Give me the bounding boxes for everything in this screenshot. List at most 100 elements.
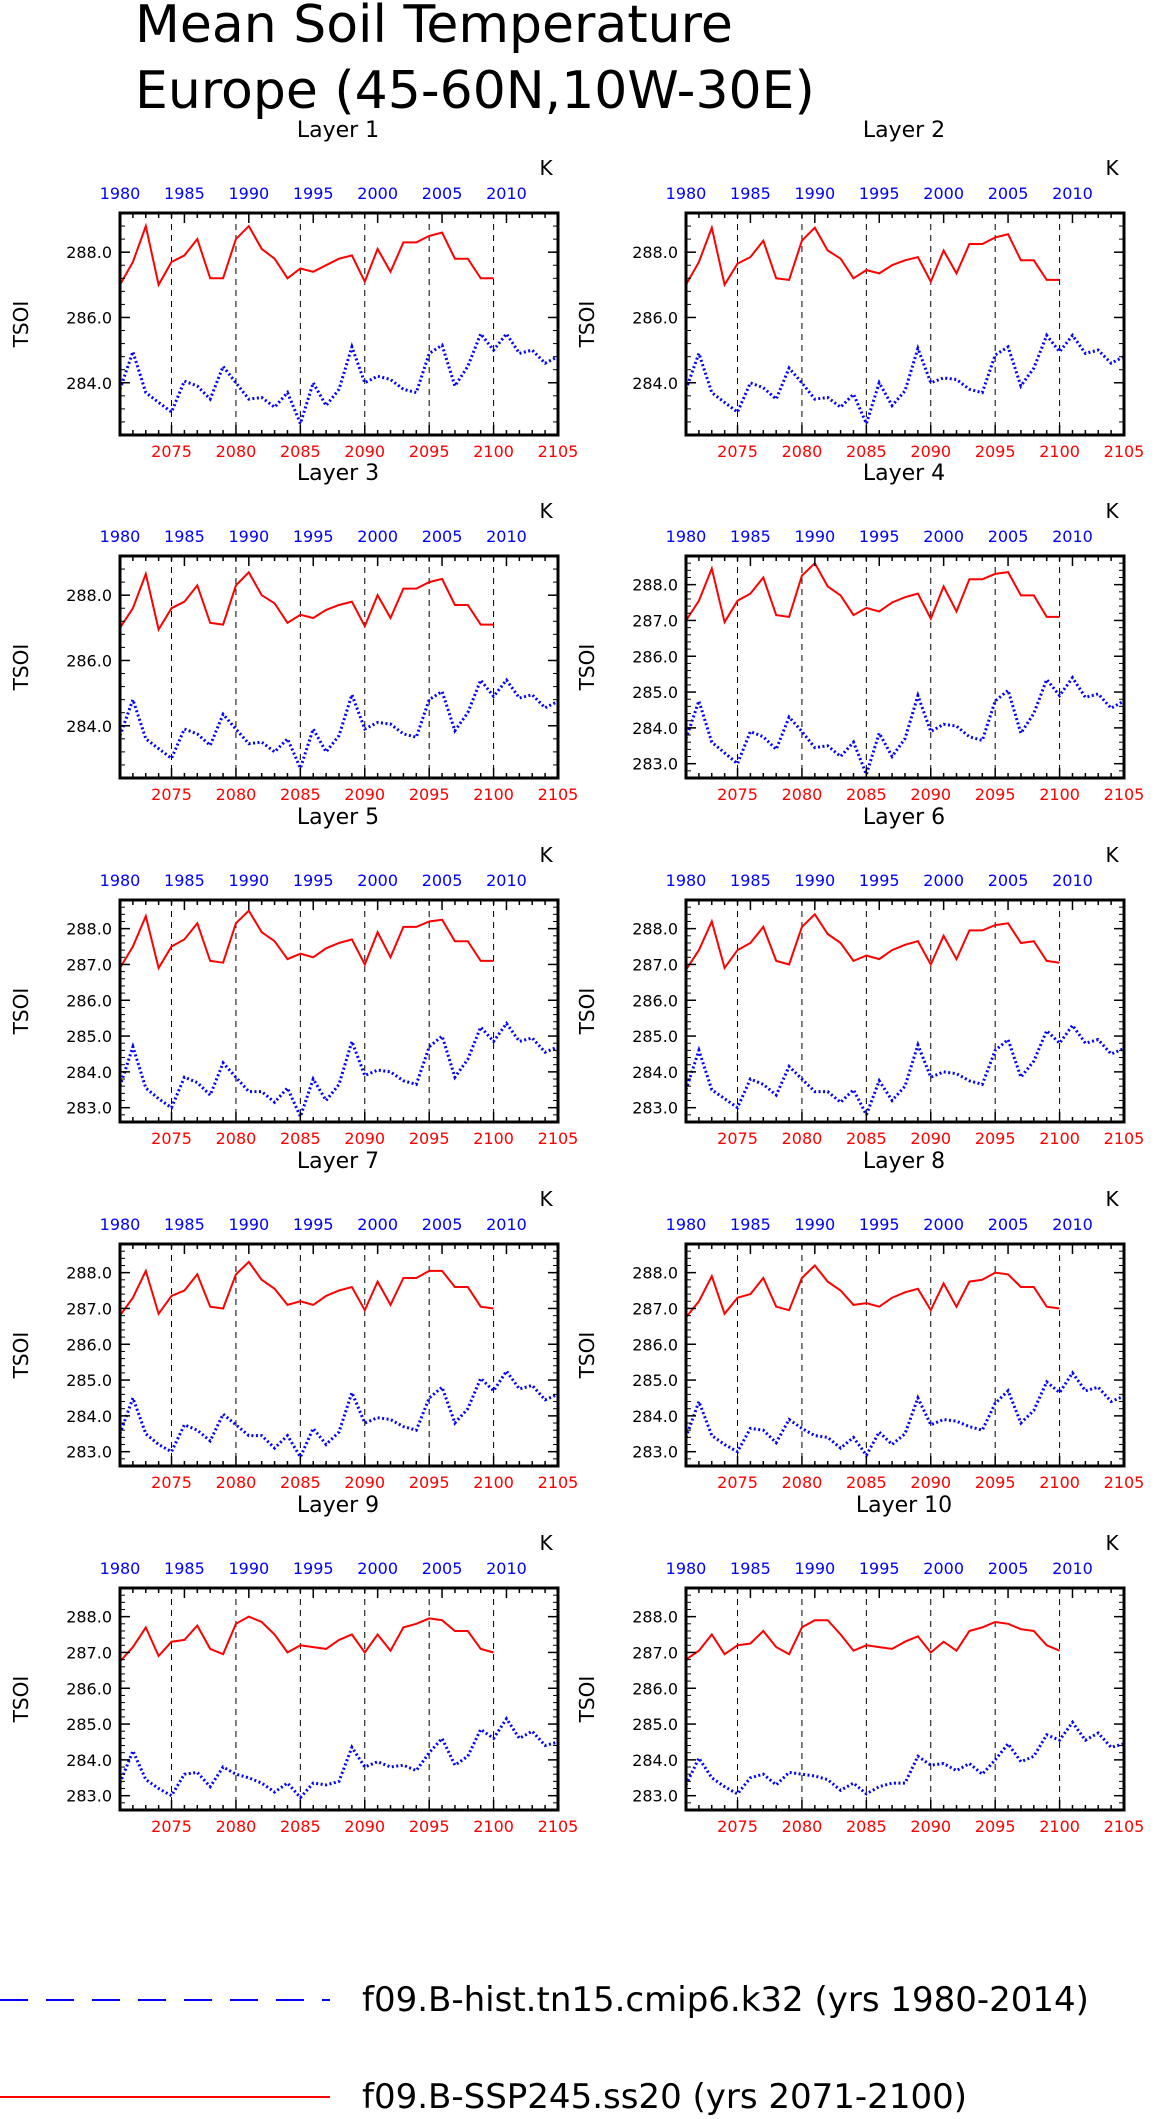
panel-10: 2075 2080 2085 2090 2095 2100 2105 1980 1985 1990… [575,1493,1144,1836]
panel-9-xtick-label: 2100 [473,1817,514,1836]
panel-7-xtick-label: 2085 [280,1473,321,1492]
panel-1-title: Layer 1 [297,118,379,143]
panel-1-series-ssp [119,222,494,288]
panel-9-toptick-label: 1985 [164,1559,205,1578]
panel-5-xtick-label: 2080 [216,1129,257,1148]
panel-5-unit: K [539,843,553,867]
panel-2-toptick-label: 1995 [859,184,900,203]
panel-5-series-ssp [119,909,494,971]
panel-10-unit: K [1105,1531,1119,1555]
panel-1-ytick-label: 286.0 [66,308,112,327]
panel-2-ytick-label: 284.0 [632,374,678,393]
panel-5-ytick-label: 288.0 [66,920,112,939]
panel-5-series-hist [118,1020,559,1121]
panel-2-series-hist [684,332,1125,428]
panel-1-unit: K [539,156,553,180]
panel-6-series-ssp [685,912,1060,971]
panel-2-toptick-label: 1980 [666,184,707,203]
panel-7-title: Layer 7 [297,1149,379,1174]
panel-4-toptick-label: 1990 [794,527,835,546]
panel-8-toptick-label: 2010 [1052,1215,1093,1234]
panel-9-xtick-label: 2075 [151,1817,192,1836]
panel-3-series-hist [118,677,559,773]
panel-7-xtick-label: 2075 [151,1473,192,1492]
panel-5-toptick-label: 2010 [486,871,527,890]
panel-9-toptick-label: 2010 [486,1559,527,1578]
panel-9-ytick-label: 285.0 [66,1715,112,1734]
panel-7-toptick-label: 1990 [228,1215,269,1234]
panel-6-xtick-label: 2090 [910,1129,951,1148]
panel-4-unit: K [1105,499,1119,523]
panel-5-xtick-label: 2090 [344,1129,385,1148]
panel-2-toptick-label: 1985 [730,184,771,203]
panel-5-toptick-label: 2000 [357,871,398,890]
panel-3-toptick-label: 2005 [422,527,463,546]
panel-10-toptick-label: 2010 [1052,1559,1093,1578]
panel-10-ytick-label: 286.0 [632,1679,678,1698]
panel-10-xtick-label: 2075 [717,1817,758,1836]
panel-1-xtick-label: 2100 [473,442,514,461]
panel-5-xtick-label: 2105 [538,1129,579,1148]
panel-7-toptick-label: 2010 [486,1215,527,1234]
panel-6-ytick-label: 283.0 [632,1099,678,1118]
panel-10-xtick-label: 2085 [846,1817,887,1836]
panel-5-xtick-label: 2095 [409,1129,450,1148]
panel-9-xtick-label: 2105 [538,1817,579,1836]
panel-7-xtick-label: 2105 [538,1473,579,1492]
panel-10-title: Layer 10 [856,1493,952,1518]
panel-2-toptick-label: 2005 [988,184,1029,203]
panel-1: 2075 2080 2085 2090 2095 2100 2105 1980 1985 1990… [9,118,578,461]
panel-7-xtick-label: 2100 [473,1473,514,1492]
panel-8-toptick-label: 1990 [794,1215,835,1234]
panel-5-xtick-label: 2085 [280,1129,321,1148]
panel-9-xtick-label: 2085 [280,1817,321,1836]
panel-7-toptick-label: 2000 [357,1215,398,1234]
panel-1-series-hist [118,330,559,428]
panel-1-ylabel: TSOI [9,301,33,349]
panel-7-xtick-label: 2095 [409,1473,450,1492]
panel-1-toptick-label: 2005 [422,184,463,203]
panel-4-xtick-label: 2075 [717,785,758,804]
panel-6-series-hist [684,1022,1125,1119]
panel-3-xtick-label: 2085 [280,785,321,804]
legend-label-ssp: f09.B-SSP245.ss20 (yrs 2071-2100) [362,2077,967,2117]
panel-8-xtick-label: 2095 [975,1473,1016,1492]
panel-3-toptick-label: 2000 [357,527,398,546]
panel-2-ytick-label: 288.0 [632,243,678,262]
panel-1-toptick-label: 1995 [293,184,334,203]
panel-2-xtick-label: 2100 [1039,442,1080,461]
panel-1-toptick-label: 1990 [228,184,269,203]
panel-8-xtick-label: 2085 [846,1473,887,1492]
panel-8: 2075 2080 2085 2090 2095 2100 2105 1980 1985 1990… [575,1149,1144,1492]
panel-6-xtick-label: 2100 [1039,1129,1080,1148]
panel-6-xtick-label: 2080 [782,1129,823,1148]
panel-3-title: Layer 3 [297,461,379,486]
panel-5: 2075 2080 2085 2090 2095 2100 2105 1980 1985 1990… [9,805,578,1148]
panel-7-toptick-label: 1985 [164,1215,205,1234]
panel-5-toptick-label: 1980 [100,871,141,890]
panel-6-toptick-label: 1980 [666,871,707,890]
panel-2-ylabel: TSOI [575,301,599,349]
panel-4-toptick-label: 2010 [1052,527,1093,546]
panel-3-ytick-label: 288.0 [66,586,112,605]
panel-4-title: Layer 4 [863,461,945,486]
panel-3-xtick-label: 2080 [216,785,257,804]
panel-6-ytick-label: 284.0 [632,1063,678,1082]
panel-4-ytick-label: 288.0 [632,576,678,595]
panel-4-ytick-label: 286.0 [632,647,678,666]
panel-10-ytick-label: 284.0 [632,1751,678,1770]
panel-8-xtick-label: 2080 [782,1473,823,1492]
panel-8-ytick-label: 287.0 [632,1299,678,1318]
panel-7-xtick-label: 2090 [344,1473,385,1492]
panel-7-toptick-label: 1995 [293,1215,334,1234]
panel-5-toptick-label: 1995 [293,871,334,890]
panel-4-series-hist [684,675,1125,779]
panel-7-ylabel: TSOI [9,1332,33,1380]
panel-9-unit: K [539,1531,553,1555]
panel-6-title: Layer 6 [863,805,945,830]
panel-3-unit: K [539,499,553,523]
panel-10-ytick-label: 285.0 [632,1715,678,1734]
panel-10-toptick-label: 1990 [794,1559,835,1578]
panel-8-ytick-label: 284.0 [632,1407,678,1426]
panel-3-ytick-label: 286.0 [66,651,112,670]
